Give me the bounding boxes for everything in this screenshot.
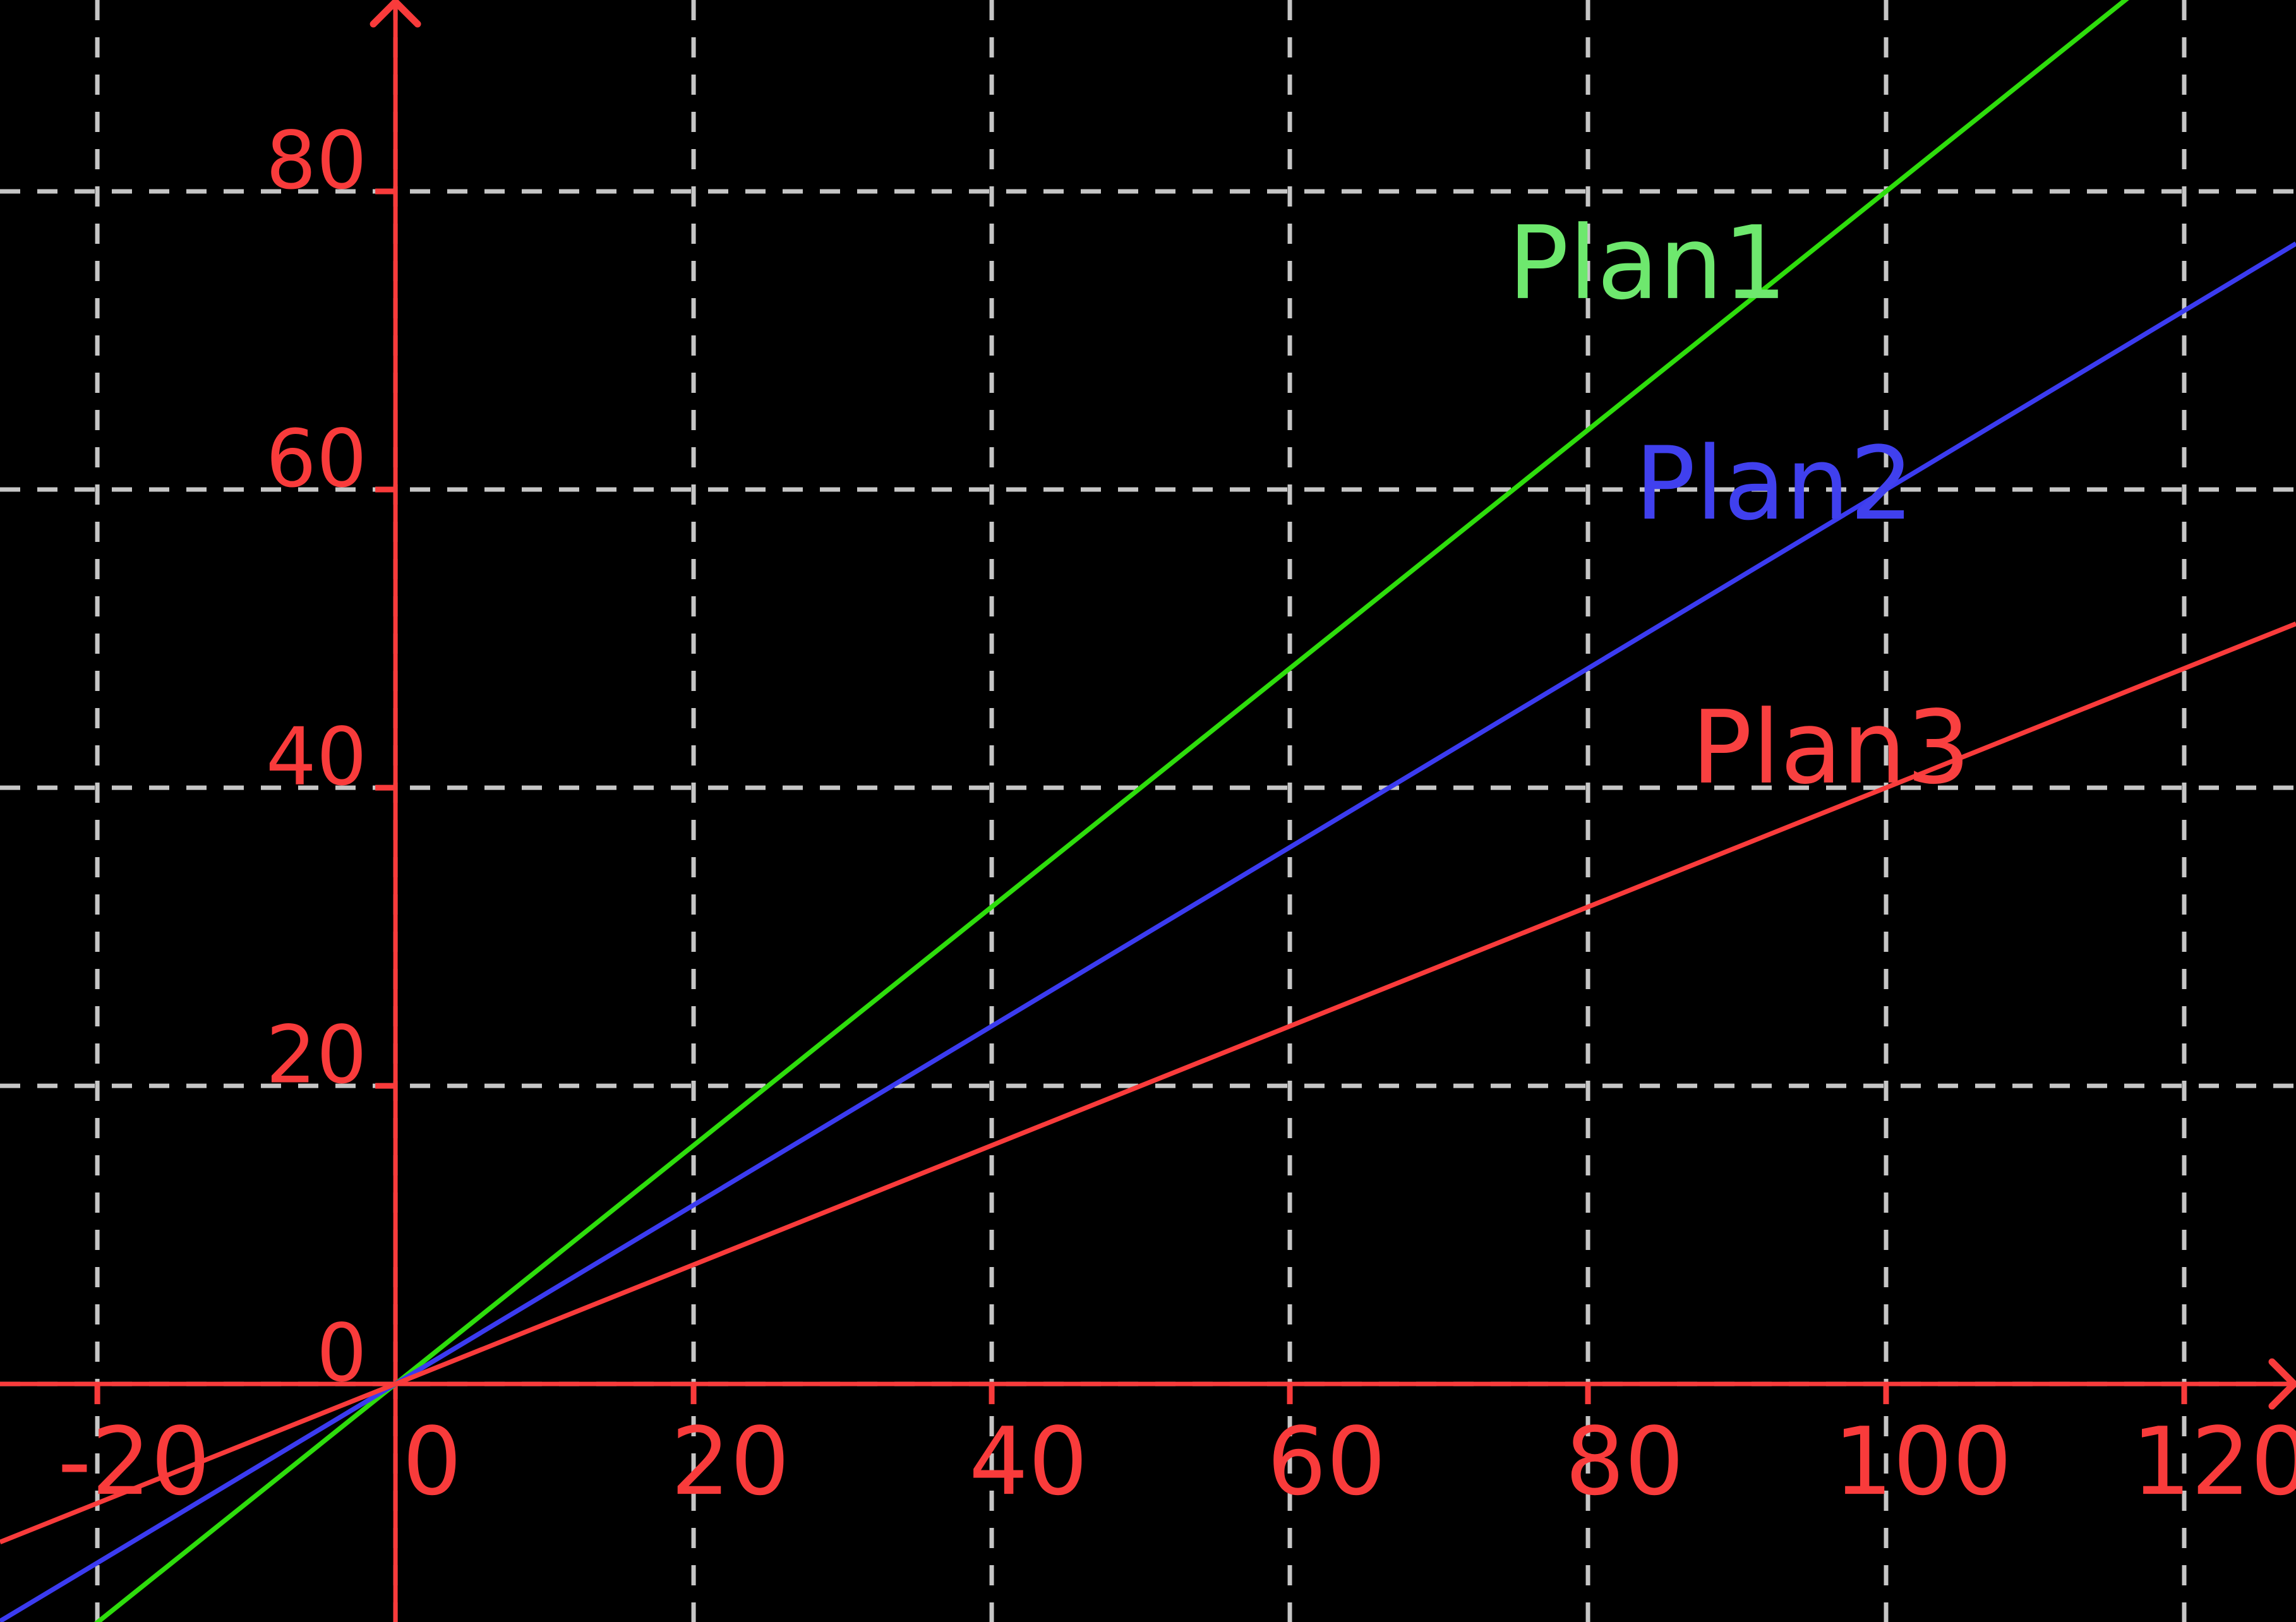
x-tick-label-80: 80 bbox=[1565, 1407, 1684, 1516]
y-tick-label-80: 80 bbox=[266, 114, 367, 207]
x-tick-label-40: 40 bbox=[969, 1407, 1088, 1516]
y-tick-label-40: 40 bbox=[266, 711, 367, 803]
x-tick-label-20: 20 bbox=[671, 1407, 790, 1516]
x-tick-label--20: -20 bbox=[57, 1407, 210, 1516]
y-tick-label-60: 60 bbox=[266, 412, 367, 505]
y-tick-label-20: 20 bbox=[266, 1009, 367, 1102]
series-line-plan3 bbox=[0, 621, 2296, 1545]
x-tick-label-60: 60 bbox=[1267, 1407, 1386, 1516]
series-label-plan2: Plan2 bbox=[1635, 424, 1914, 543]
series-label-plan3: Plan3 bbox=[1692, 688, 1971, 807]
x-tick-label-100: 100 bbox=[1834, 1407, 2012, 1516]
x-tick-label-120: 120 bbox=[2132, 1407, 2296, 1516]
y-tick-label-0: 0 bbox=[316, 1307, 367, 1400]
series-label-plan1: Plan1 bbox=[1508, 204, 1787, 322]
x-tick-label-0: 0 bbox=[402, 1407, 462, 1516]
y-axis-arrow-icon bbox=[370, 0, 421, 28]
series-line-plan2 bbox=[0, 241, 2296, 1622]
x-axis-arrow-icon bbox=[2268, 1358, 2296, 1410]
